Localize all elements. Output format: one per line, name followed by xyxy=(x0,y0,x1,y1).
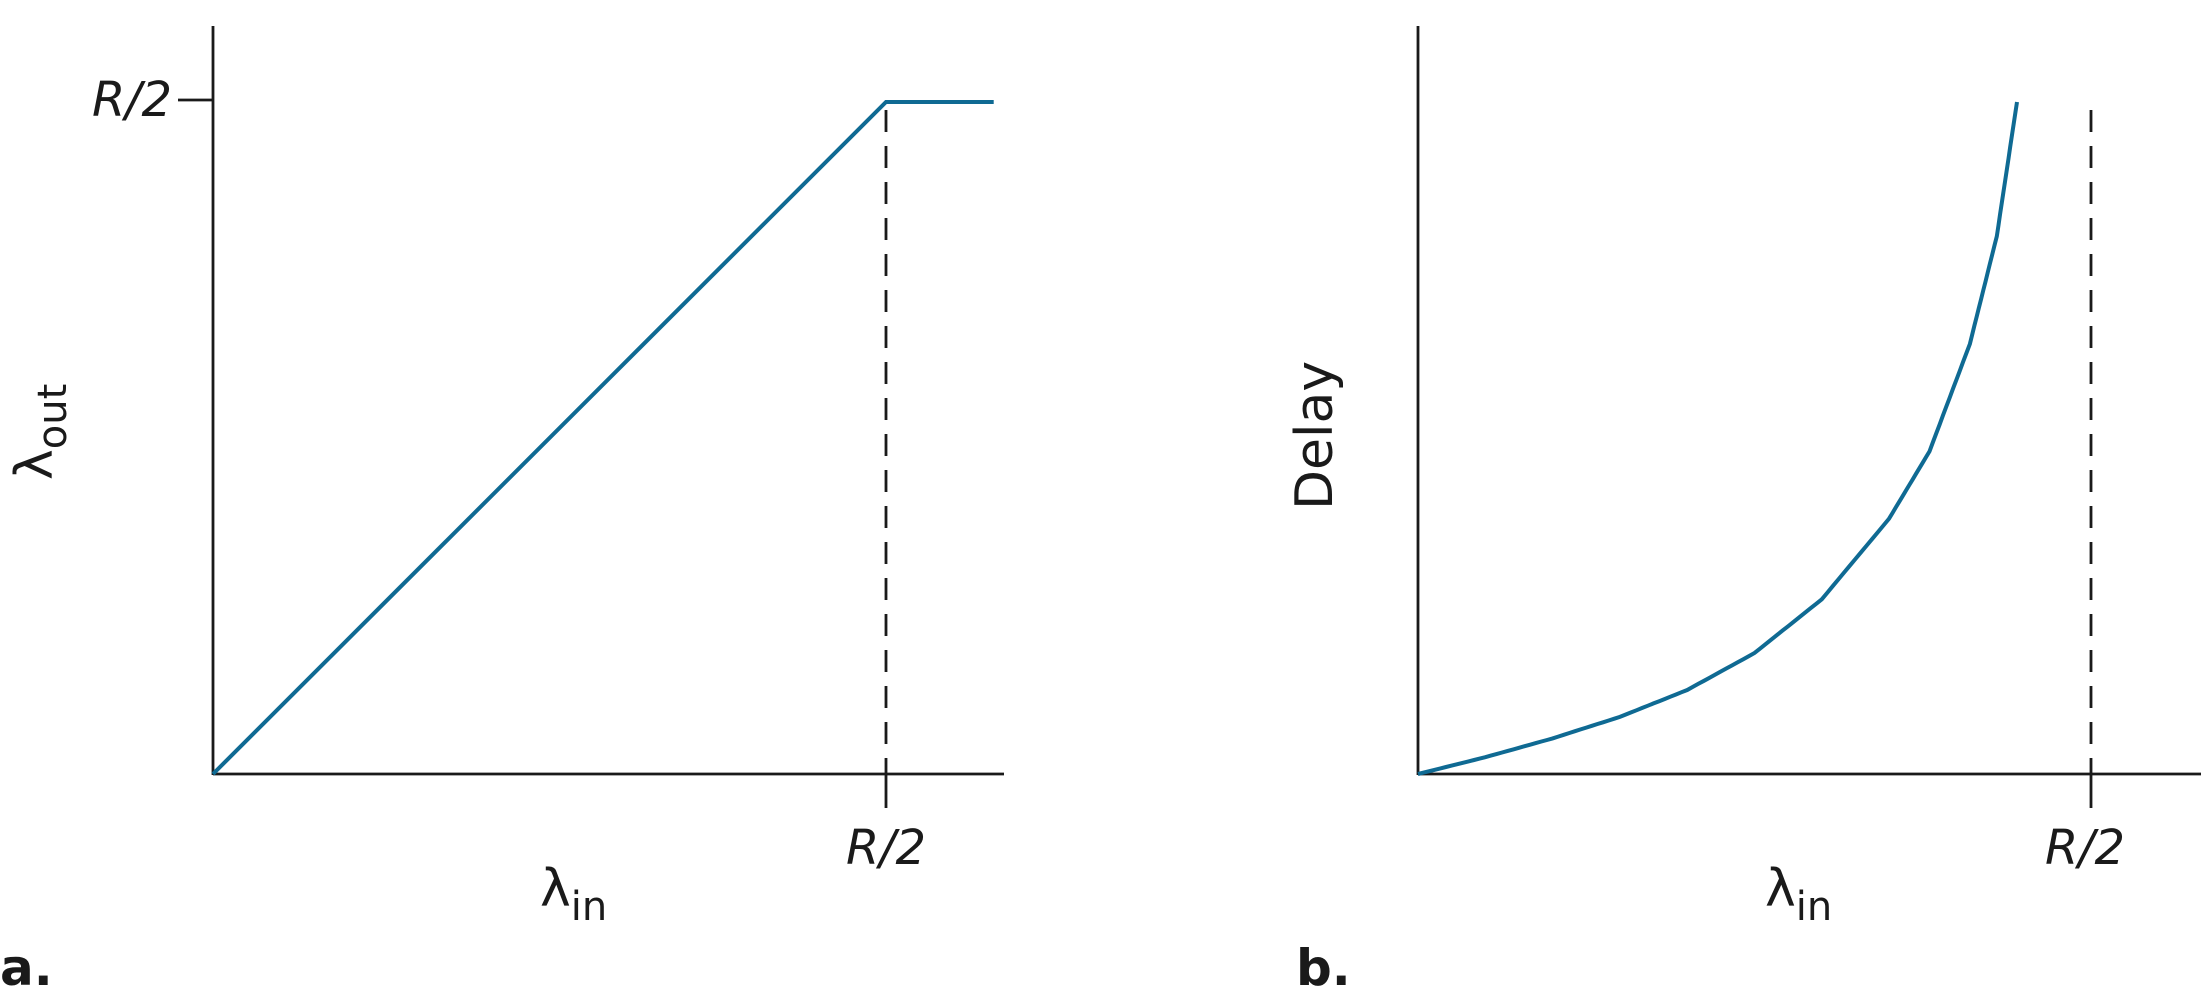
b-x-tick-label: R/2 xyxy=(2045,820,2125,876)
panel-b-chart: R/2 λin Delay b. xyxy=(1285,26,2201,997)
a-y-tick-label: R/2 xyxy=(92,72,172,128)
a-panel-label: a. xyxy=(0,939,53,997)
panel-a-chart: R/2 R/2 λin λout a. xyxy=(0,26,1004,997)
a-series-line xyxy=(211,100,994,776)
b-series-line xyxy=(1417,101,2019,776)
a-x-axis-label: λin xyxy=(540,859,607,930)
a-x-tick-label: R/2 xyxy=(846,820,926,876)
b-panel-label: b. xyxy=(1296,939,1351,997)
b-y-axis-label: Delay xyxy=(1285,361,1345,510)
a-y-axis-label: λout xyxy=(5,384,76,480)
b-x-axis-label: λin xyxy=(1765,859,1832,930)
